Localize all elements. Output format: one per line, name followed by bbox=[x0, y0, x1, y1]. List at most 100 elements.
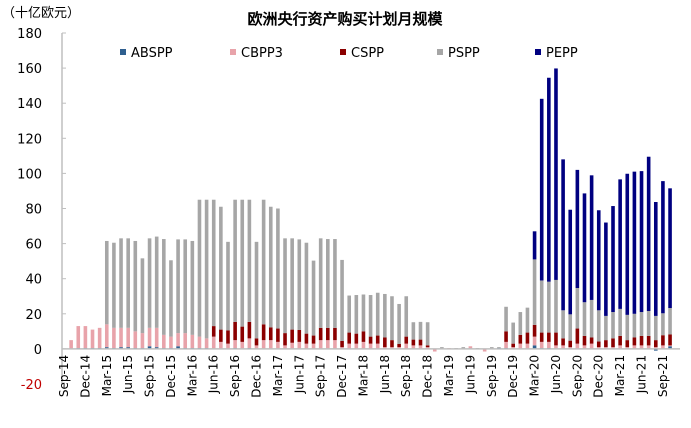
bar-cbpp3-Mar-20 bbox=[532, 336, 537, 346]
bar-pspp-Oct-16 bbox=[240, 199, 245, 327]
bar-cspp-May-17 bbox=[290, 329, 294, 343]
bar-pepp-Aug-20 bbox=[568, 209, 573, 315]
bar-pspp-Oct-19 bbox=[497, 347, 501, 349]
bar-pspp-Aug-16 bbox=[226, 241, 230, 331]
bar-cbpp3-May-16 bbox=[204, 338, 209, 349]
bar-pepp-Jul-21 bbox=[646, 156, 651, 311]
bar-pspp-Aug-21 bbox=[653, 315, 658, 341]
bar-cspp-Jan-20 bbox=[518, 334, 523, 344]
bar-cspp-Sep-18 bbox=[404, 336, 409, 344]
bar-cspp-Nov-20 bbox=[589, 337, 594, 344]
bar-cspp-May-18 bbox=[375, 335, 380, 344]
bar-cspp-Aug-18 bbox=[397, 343, 401, 348]
bar-cbpp3-Dec-16 bbox=[254, 345, 259, 349]
bar-pspp-Jan-18 bbox=[347, 295, 351, 333]
bar-cbpp3-Feb-15 bbox=[97, 327, 102, 349]
bar-pspp-Oct-15 bbox=[154, 236, 159, 328]
y-tick-label: 60 bbox=[25, 238, 42, 253]
bar-pspp-Nov-17 bbox=[333, 239, 337, 328]
x-tick-label: Sep-15 bbox=[143, 355, 157, 397]
bar-cspp-Aug-20 bbox=[568, 340, 573, 348]
bar-cspp-Feb-20 bbox=[525, 332, 530, 344]
bar-cbpp3-Aug-16 bbox=[226, 343, 230, 349]
bar-cspp-Dec-20 bbox=[596, 341, 601, 348]
bar-pspp-Apr-15 bbox=[112, 242, 116, 328]
bar-cbpp3-Jun-15 bbox=[126, 327, 130, 348]
y-tick-label: 180 bbox=[17, 27, 42, 42]
bar-cspp-Feb-21 bbox=[611, 338, 615, 348]
bar-pspp-Oct-17 bbox=[326, 239, 330, 328]
x-tick-label: Mar-15 bbox=[100, 355, 114, 396]
x-tick-label: Jun-20 bbox=[549, 355, 563, 394]
x-axis: Sep-14 Dec-14 Mar-15 Jun-15 Sep-15 Dec-15 Mar-… bbox=[57, 355, 670, 398]
bar-cbpp3-Oct-21 bbox=[668, 345, 672, 347]
bar-pspp-May-18 bbox=[375, 292, 380, 336]
bar-cbpp3-Aug-18 bbox=[397, 347, 401, 349]
bar-pspp-May-15 bbox=[119, 238, 123, 328]
bar-cbpp3-Nov-18 bbox=[418, 345, 423, 349]
bar-cbpp3-May-18 bbox=[375, 343, 380, 349]
legend-label: PSPP bbox=[448, 46, 480, 61]
bar-cbpp3-Jan-19 bbox=[432, 348, 437, 352]
bar-cspp-Sep-21 bbox=[661, 335, 665, 346]
bar-pepp-May-20 bbox=[547, 77, 551, 282]
bar-cspp-Jul-20 bbox=[561, 338, 565, 346]
bar-cbpp3-Sep-15 bbox=[147, 327, 152, 347]
bar-cbpp3-Feb-20 bbox=[525, 343, 530, 349]
x-tick-label: Sep-14 bbox=[57, 355, 71, 397]
bar-cspp-Apr-18 bbox=[368, 336, 373, 344]
bar-cspp-Jul-18 bbox=[390, 340, 394, 348]
bar-cbpp3-Mar-17 bbox=[276, 341, 280, 349]
bar-cbpp3-Jul-17 bbox=[304, 343, 309, 349]
bar-abspp-Sep-15 bbox=[147, 346, 152, 349]
bar-cspp-Mar-21 bbox=[618, 335, 622, 346]
bar-cbpp3-Jul-15 bbox=[133, 331, 138, 349]
bar-pspp-Jul-21 bbox=[646, 310, 651, 336]
bar-cbpp3-Sep-17 bbox=[318, 340, 323, 349]
x-tick-label: Sep-16 bbox=[228, 355, 242, 397]
bar-cspp-Jun-16 bbox=[211, 326, 216, 337]
y-tick-label: 160 bbox=[17, 62, 42, 77]
bar-cspp-Nov-19 bbox=[504, 331, 508, 342]
x-tick-label: Sep-21 bbox=[656, 355, 670, 397]
bar-cspp-Nov-18 bbox=[418, 339, 423, 346]
bar-cspp-Jun-18 bbox=[383, 337, 387, 348]
bar-cbpp3-Dec-14 bbox=[83, 326, 88, 349]
bar-cspp-Feb-18 bbox=[354, 333, 359, 344]
bar-pspp-Dec-20 bbox=[596, 310, 601, 342]
bar-cbpp3-Jul-18 bbox=[390, 347, 394, 349]
bar-cbpp3-Jun-20 bbox=[554, 345, 558, 349]
bar-cbpp3-Feb-16 bbox=[183, 333, 188, 349]
bar-cbpp3-Oct-18 bbox=[411, 345, 416, 349]
bar-cspp-Aug-21 bbox=[653, 340, 658, 348]
bar-pspp-Sep-18 bbox=[404, 296, 409, 337]
bar-cbpp3-Nov-17 bbox=[333, 340, 337, 349]
bar-cbpp3-Aug-17 bbox=[311, 343, 316, 349]
legend-item-cbpp3: CBPP3 bbox=[230, 46, 283, 61]
x-tick-label: Dec-15 bbox=[164, 355, 178, 398]
bar-cspp-Mar-20 bbox=[532, 324, 537, 337]
bar-pepp-Oct-20 bbox=[582, 193, 587, 303]
bar-abspp-Mar-15 bbox=[104, 347, 109, 349]
bar-pspp-Apr-20 bbox=[539, 280, 544, 333]
bar-cbpp3-Apr-16 bbox=[197, 336, 202, 349]
bar-cbpp3-Nov-15 bbox=[162, 334, 166, 349]
bar-cbpp3-Dec-19 bbox=[511, 347, 515, 349]
x-tick-label: Mar-21 bbox=[613, 355, 627, 396]
x-tick-label: Sep-18 bbox=[399, 355, 413, 397]
x-tick-label: Dec-20 bbox=[592, 355, 606, 398]
bar-pspp-May-20 bbox=[547, 281, 551, 333]
bar-cspp-Dec-16 bbox=[254, 338, 259, 346]
bar-pspp-Mar-18 bbox=[361, 294, 366, 332]
bar-pspp-Sep-16 bbox=[233, 199, 237, 322]
bar-pepp-Oct-21 bbox=[668, 188, 672, 309]
bar-pspp-Aug-20 bbox=[568, 314, 573, 341]
legend-label: PEPP bbox=[546, 46, 578, 61]
x-tick-label: Dec-19 bbox=[506, 355, 520, 398]
bar-pspp-Oct-20 bbox=[582, 302, 587, 336]
legend-item-pepp: PEPP bbox=[535, 46, 578, 61]
bar-cbpp3-Sep-20 bbox=[575, 343, 580, 349]
y-axis-unit-label: （十亿欧元） bbox=[2, 6, 80, 21]
bar-cspp-Aug-16 bbox=[226, 330, 230, 344]
bar-pspp-Jun-17 bbox=[297, 239, 302, 330]
